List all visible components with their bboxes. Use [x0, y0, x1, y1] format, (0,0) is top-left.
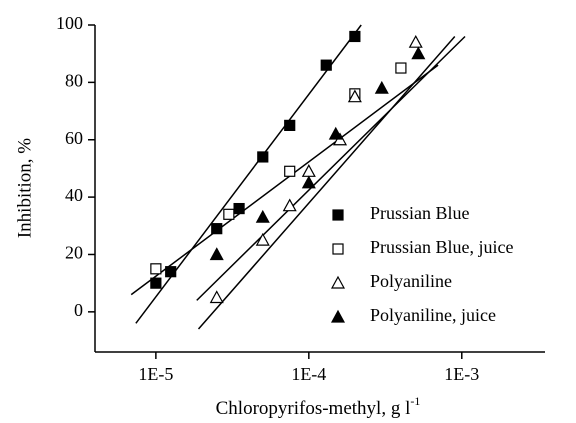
point	[284, 165, 296, 177]
fit-line	[130, 64, 439, 296]
y-tick-label: 100	[56, 13, 83, 33]
legend-label: Polyaniline	[370, 271, 452, 291]
x-tick-label: 1E-5	[138, 364, 173, 384]
point	[347, 89, 362, 103]
point	[150, 277, 162, 289]
point	[150, 263, 162, 275]
fit-line	[197, 35, 456, 330]
x-tick-label: 1E-3	[444, 364, 479, 384]
point	[284, 119, 296, 131]
fit-line	[196, 35, 466, 301]
point	[209, 247, 224, 261]
legend-marker	[332, 209, 344, 221]
x-tick-label: 1E-4	[291, 364, 326, 384]
point	[301, 175, 316, 189]
x-axis-label-text: Chloropyrifos-methyl, g l	[216, 398, 411, 419]
x-axis-label-sup: -1	[410, 394, 420, 408]
point	[374, 80, 389, 94]
y-axis-label: Inhibition, %	[14, 138, 35, 238]
point	[320, 59, 332, 71]
x-axis-label: Chloropyrifos-methyl, g l-1	[216, 394, 421, 420]
point	[349, 30, 361, 43]
legend-label: Prussian Blue, juice	[370, 237, 513, 257]
y-tick-label: 80	[65, 70, 83, 90]
y-tick-label: 40	[65, 185, 83, 205]
point	[395, 62, 407, 74]
point	[255, 209, 270, 223]
point	[328, 126, 343, 140]
point	[233, 202, 245, 215]
point	[282, 198, 297, 212]
y-tick-label: 60	[65, 128, 83, 148]
legend-label: Polyaniline, juice	[370, 305, 496, 325]
y-tick-label: 0	[74, 300, 83, 320]
legend-marker	[330, 309, 346, 323]
point	[255, 232, 270, 246]
point	[301, 164, 316, 177]
point	[165, 266, 177, 278]
point	[223, 208, 235, 220]
point	[211, 223, 223, 235]
point	[411, 46, 426, 60]
legend-label: Prussian Blue	[370, 203, 470, 223]
y-tick-label: 20	[65, 243, 83, 263]
point	[209, 290, 224, 304]
legend-marker	[332, 243, 344, 255]
point	[257, 151, 269, 163]
legend-marker	[330, 275, 346, 289]
point	[408, 34, 423, 48]
